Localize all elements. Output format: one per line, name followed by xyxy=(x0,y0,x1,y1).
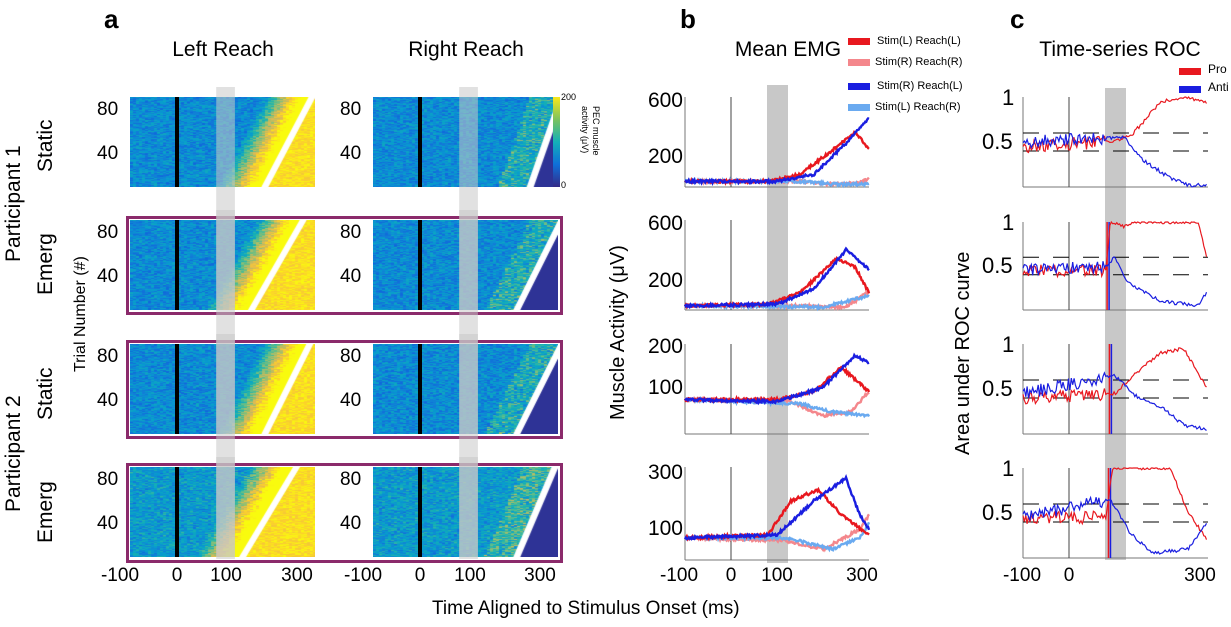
stimulus-onset-line xyxy=(175,467,179,557)
emg-series-stimrreachl xyxy=(684,117,870,187)
x-tick-label: -100 xyxy=(1002,565,1042,586)
stimulus-window-band-gap xyxy=(216,187,235,559)
stimulus-window-band xyxy=(459,87,478,187)
title-right-reach: Right Reach xyxy=(408,38,524,61)
x-tick-label: 300 xyxy=(1184,565,1216,586)
heatmap-y-tick: 40 xyxy=(340,513,362,534)
x-tick-label: 100 xyxy=(210,565,242,586)
x-tick-label: 300 xyxy=(846,565,878,586)
y-tick-label: 600 xyxy=(647,212,683,236)
x-tick-label: 300 xyxy=(524,565,556,586)
y-tick-label: 200 xyxy=(647,145,683,169)
stimulus-onset-line xyxy=(175,97,179,187)
stimulus-onset-line xyxy=(175,220,179,310)
panel-label-b: b xyxy=(680,4,696,34)
legend-swatch-stimR-reachR xyxy=(848,59,870,66)
x-tick-label: 100 xyxy=(761,565,793,586)
x-tick-label: 0 xyxy=(414,565,426,586)
heatmap-y-tick: 80 xyxy=(340,346,362,367)
legend-anti: Anti xyxy=(1208,80,1229,94)
legend-stimR-reachL: Stim(R) Reach(L) xyxy=(877,80,963,92)
colorbar-max: 200 xyxy=(561,92,577,102)
roc-series-pro xyxy=(1022,467,1208,540)
x-tick-label: 0 xyxy=(1063,565,1075,586)
highlight-box-p2-emerg xyxy=(126,463,563,563)
roc-series-anti xyxy=(1022,132,1207,188)
y-tick-label: 200 xyxy=(647,335,683,359)
y-tick-label: 100 xyxy=(647,375,683,399)
roc-series-anti xyxy=(1022,495,1208,555)
heatmap-y-tick: 40 xyxy=(97,390,119,411)
x-tick-label: -100 xyxy=(659,565,699,586)
title-mean-emg: Mean EMG xyxy=(734,38,842,61)
stimulus-onset-line xyxy=(418,220,422,310)
heatmap-y-tick: 80 xyxy=(97,346,119,367)
colorbar xyxy=(553,97,560,187)
emg-series-stimrreachl xyxy=(684,352,870,406)
x-tick-label: 0 xyxy=(171,565,183,586)
x-axis-label: Time Aligned to Stimulus Onset (ms) xyxy=(432,598,740,619)
y-tick-label: 100 xyxy=(647,517,683,541)
legend-stimL-reachL: Stim(L) Reach(L) xyxy=(877,35,961,47)
legend-swatch-stimL-reachR xyxy=(848,104,870,111)
stimulus-onset-line xyxy=(418,97,422,187)
stimulus-onset-line xyxy=(418,344,422,434)
heatmap-y-tick: 40 xyxy=(97,143,119,164)
legend-stimR-reachR: Stim(R) Reach(R) xyxy=(875,56,963,68)
legend-swatch-anti xyxy=(1179,86,1201,93)
y-tick-label: 0.5 xyxy=(982,376,1013,401)
heatmap-y-tick: 40 xyxy=(340,390,362,411)
title-roc: Time-series ROC xyxy=(1039,38,1201,61)
title-left-reach: Left Reach xyxy=(172,38,274,61)
heatmap-y-tick: 80 xyxy=(97,222,119,243)
roc-series-pro xyxy=(1022,347,1207,406)
highlight-box-p2-static xyxy=(126,340,563,439)
stimulus-onset-line xyxy=(175,344,179,434)
legend-stimL-reachR: Stim(L) Reach(R) xyxy=(875,101,961,113)
y-tick-label: 600 xyxy=(647,89,683,113)
heatmap-y-tick: 40 xyxy=(97,513,119,534)
legend-pro: Pro xyxy=(1208,62,1227,76)
heatmap-y-tick: 80 xyxy=(97,99,119,120)
panel-label-a: a xyxy=(104,4,119,34)
y-tick-label: 1 xyxy=(1002,332,1015,357)
y-tick-label: 1 xyxy=(1002,210,1015,235)
stimulus-window-band-gap xyxy=(459,187,478,559)
emg-series-stimrreachl xyxy=(683,246,870,310)
roc-series-anti xyxy=(1022,256,1208,308)
y-tick-label: 200 xyxy=(647,269,683,293)
heatmap-y-tick: 40 xyxy=(97,266,119,287)
x-tick-label: -100 xyxy=(100,565,140,586)
y-tick-label: 1 xyxy=(1002,85,1015,110)
highlight-box-p1-emerg xyxy=(126,216,563,315)
emg-series-stimrreachl xyxy=(683,473,871,541)
roc-series-anti xyxy=(1022,371,1207,431)
legend-swatch-stimR-reachL xyxy=(848,83,870,90)
stimulus-window-band xyxy=(1105,88,1126,560)
stimulus-window-band xyxy=(767,85,788,563)
heatmap-y-tick: 40 xyxy=(340,143,362,164)
stimulus-window-band xyxy=(216,87,235,187)
legend-swatch-pro xyxy=(1179,68,1201,75)
x-tick-label: 100 xyxy=(454,565,486,586)
y-tick-label: 300 xyxy=(647,460,683,484)
heatmap-y-tick: 80 xyxy=(340,99,362,120)
y-tick-label: 0.5 xyxy=(982,253,1013,278)
y-tick-label: 1 xyxy=(1002,456,1015,481)
y-tick-label: 0.5 xyxy=(982,129,1013,154)
heatmap-y-tick: 80 xyxy=(97,469,119,490)
heatmap-y-tick: 40 xyxy=(340,266,362,287)
heatmap-y-tick: 80 xyxy=(340,469,362,490)
y-tick-label: 0.5 xyxy=(982,500,1013,525)
panel-label-c: c xyxy=(1010,4,1025,34)
colorbar-min: 0 xyxy=(561,180,567,190)
heatmap-y-tick: 80 xyxy=(340,222,362,243)
x-tick-label: 0 xyxy=(725,565,737,586)
stimulus-onset-line xyxy=(418,467,422,557)
x-tick-label: -100 xyxy=(343,565,383,586)
legend-swatch-stimL-reachL xyxy=(848,38,870,45)
x-tick-label: 300 xyxy=(281,565,313,586)
